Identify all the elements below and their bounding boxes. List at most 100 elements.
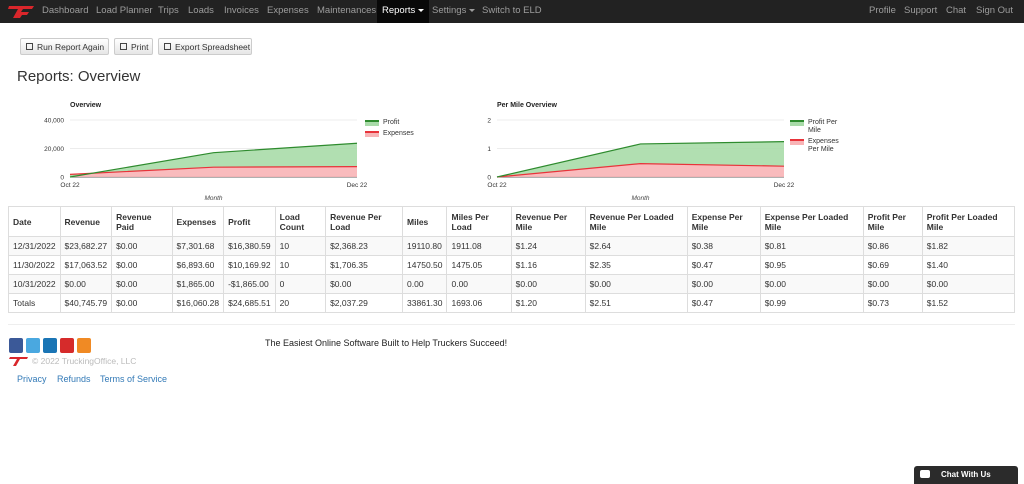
tagline: The Easiest Online Software Built to Hel… [265, 338, 508, 348]
table-cell: $0.73 [862, 293, 923, 313]
nav-link[interactable]: Trips [153, 0, 184, 23]
table-cell: Totals [8, 293, 61, 313]
twitter-icon[interactable] [26, 338, 40, 353]
table-cell: $0.00 [686, 274, 761, 294]
table-cell: $7,301.68 [171, 236, 225, 256]
nav-link[interactable]: Sign Out [976, 5, 1013, 16]
nav-link[interactable]: Loads [183, 0, 219, 23]
nav-text: Reports [382, 5, 416, 16]
area [70, 166, 357, 177]
legend-label: Expenses [383, 130, 414, 137]
chart-title: Per Mile Overview [497, 102, 557, 109]
chat-button[interactable]: Chat With Us [914, 466, 1018, 484]
table-cell: $0.86 [862, 236, 923, 256]
footer-logo [9, 357, 28, 366]
button-icon [120, 43, 127, 50]
action-button[interactable]: Run Report Again [20, 38, 109, 55]
table-cell: $0.00 [862, 274, 923, 294]
table-cell: $0.38 [686, 236, 761, 256]
column-header: Profit [223, 206, 276, 237]
column-header: Expense Per Loaded Mile [759, 206, 864, 237]
table-row: 10/31/2022 $0.00 $0.00 $1,865.00 -$1,865.00 0… [8, 274, 1016, 294]
action-button[interactable]: Export Spreadsheet [158, 38, 252, 55]
table-cell: $0.95 [759, 255, 864, 275]
youtube-icon[interactable] [60, 338, 74, 353]
nav-link[interactable]: Expenses [262, 0, 314, 23]
table-cell: $2,037.29 [325, 293, 404, 313]
linkedin-icon[interactable] [43, 338, 57, 353]
table-cell: $1.52 [921, 293, 1016, 313]
table-cell: 10 [274, 255, 327, 275]
nav-link[interactable]: Chat [946, 5, 967, 16]
table-cell: 10/31/2022 [8, 274, 61, 294]
table-cell: $0.00 [111, 255, 173, 275]
column-header: Revenue Per Mile [510, 206, 586, 237]
line [69, 142, 358, 178]
nav-text: Maintenances [317, 5, 377, 16]
table-row: 11/30/2022 $17,063.52 $0.00 $6,893.60 $10,16… [8, 255, 1016, 275]
table-cell: $17,063.52 [59, 255, 113, 275]
footer-link[interactable]: Terms of Service [100, 374, 168, 384]
button-label: Print [131, 42, 149, 52]
line [496, 141, 785, 178]
table-cell: $10,169.92 [223, 255, 276, 275]
page-title: Reports: Overview [17, 68, 141, 85]
y-tick-label: 40,000 [44, 118, 64, 125]
nav-link[interactable]: Settings [427, 0, 480, 23]
nav-link[interactable]: Reports [377, 0, 430, 23]
nav-link[interactable]: Load Planner [91, 0, 158, 23]
nav-link[interactable]: Support [904, 5, 938, 16]
nav-text: Trips [158, 5, 179, 16]
nav-text: Invoices [224, 5, 259, 16]
column-header: Revenue [59, 206, 113, 237]
nav-link[interactable]: Switch to ELD [477, 0, 547, 23]
column-header: Miles [402, 206, 448, 237]
legend-swatch [365, 120, 379, 126]
footer-link[interactable]: Refunds [57, 374, 91, 384]
chart: Overview 0 20,000 40,000 Oct 22 Dec 22 Month [44, 102, 368, 202]
table-cell: $1.40 [921, 255, 1016, 275]
logo[interactable] [7, 5, 35, 19]
table-cell: 0.00 [402, 274, 448, 294]
table-cell: 0 [274, 274, 327, 294]
table-cell: 12/31/2022 [8, 236, 61, 256]
table-cell: $0.00 [111, 236, 173, 256]
column-header: Date [8, 206, 61, 237]
button-icon [26, 43, 33, 50]
table-cell: $23,682.27 [59, 236, 113, 256]
nav-link[interactable]: Profile [869, 5, 896, 16]
footer-link[interactable]: Privacy [17, 374, 47, 384]
line [496, 163, 785, 178]
legend-label: Profit [383, 119, 400, 126]
caret [469, 8, 476, 12]
table-cell: $0.00 [921, 274, 1016, 294]
area [497, 141, 784, 177]
action-button[interactable]: Print [114, 38, 153, 55]
x-tick-label: Oct 22 [487, 182, 507, 189]
nav-link[interactable]: Maintenances [312, 0, 381, 23]
nav-link[interactable]: Dashboard [37, 0, 93, 23]
nav-text: Settings [432, 5, 467, 16]
table-row: Totals $40,745.79 $0.00 $16,060.28 $24,685.5… [8, 293, 1016, 313]
y-tick-label: 2 [487, 118, 491, 125]
navbar: Dashboard Load Planner Trips Loads Invoices E… [0, 0, 1024, 23]
column-header: Profit Per Loaded Mile [921, 206, 1016, 237]
button-label: Run Report Again [37, 42, 105, 52]
table-cell: $1.20 [510, 293, 586, 313]
table-cell: 19110.80 [402, 236, 448, 256]
legend-label: Expenses Per Mile [808, 138, 839, 153]
table-cell: $2.51 [584, 293, 688, 313]
table-cell: $0.00 [510, 274, 586, 294]
table-cell: $0.00 [759, 274, 864, 294]
table-cell: $0.00 [111, 293, 173, 313]
table-cell: $0.47 [686, 255, 761, 275]
table-cell: $0.81 [759, 236, 864, 256]
nav-link[interactable]: Invoices [219, 0, 264, 23]
facebook-icon[interactable] [9, 338, 23, 353]
chart: Per Mile Overview 0 1 2 Oct 22 Dec 22 Month [487, 102, 794, 202]
line [69, 165, 358, 175]
x-axis-label: Month [204, 195, 222, 202]
rss-icon[interactable] [77, 338, 91, 353]
legend: Profit Per Mile Expenses Per Mile [790, 119, 848, 157]
